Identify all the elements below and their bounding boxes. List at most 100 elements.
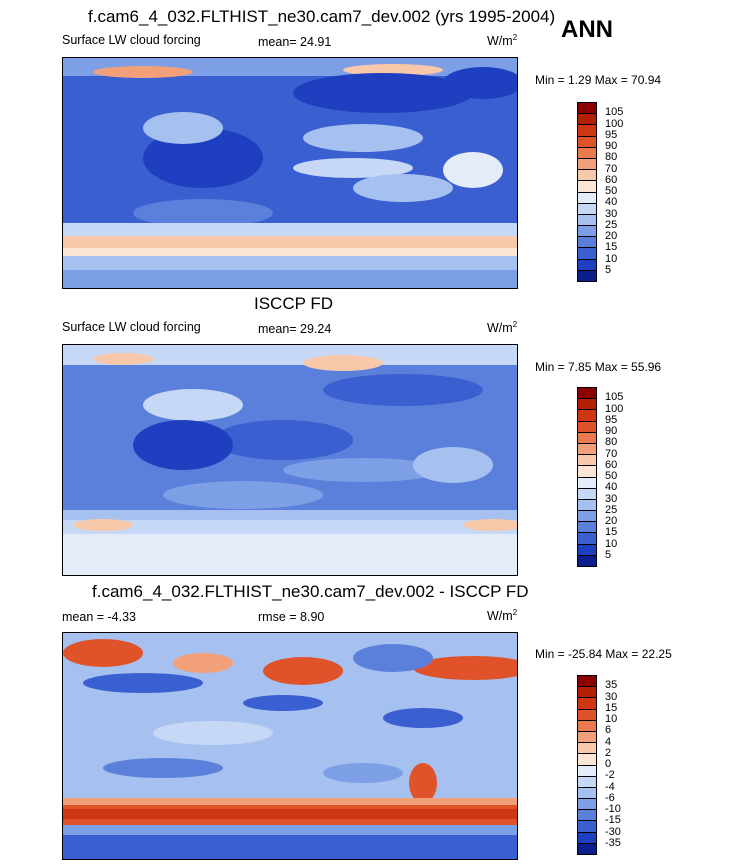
panel1-colorbar-tick: 30 xyxy=(605,207,618,220)
panel2-colorbar-swatch xyxy=(578,488,596,500)
panel2-title: ISCCP FD xyxy=(254,294,334,313)
panel3-colorbar-swatch xyxy=(578,754,596,766)
panel1-colorbar-swatch xyxy=(578,181,596,193)
panel1-colorbar-swatch xyxy=(578,103,596,115)
panel2-colorbar-swatch xyxy=(578,533,596,545)
panel3-colorbar-tick: 2 xyxy=(605,746,612,759)
season-label: ANN xyxy=(561,16,613,43)
panel3-colorbar-tick: -4 xyxy=(605,780,615,793)
panel1-mean: mean= 24.91 xyxy=(258,35,332,49)
panel2-colorbar-tick: 90 xyxy=(605,425,618,437)
panel2-colorbar-tick: 50 xyxy=(605,470,618,482)
panel1-colorbar-swatch xyxy=(578,114,596,126)
panel3-colorbar-tick: 4 xyxy=(605,735,612,748)
panel2-minmax: Min = 7.85 Max = 55.96 xyxy=(535,360,662,374)
panel1-map xyxy=(62,57,518,289)
panel3-colorbar xyxy=(577,675,597,855)
panel2-colorbar-tick: 40 xyxy=(605,481,618,494)
panel1-colorbar-swatch xyxy=(578,203,596,215)
panel2-left-label: Surface LW cloud forcing xyxy=(62,320,201,334)
panel2-colorbar-swatch xyxy=(578,499,596,512)
panel1-colorbar-tick: 10 xyxy=(605,252,618,265)
panel2-map xyxy=(62,344,518,576)
panel2-map-field xyxy=(63,345,517,575)
panel3-colorbar-tick: 0 xyxy=(605,758,612,770)
panel2-mean: mean= 29.24 xyxy=(258,322,332,336)
panel3-colorbar-swatch xyxy=(578,821,596,833)
panel3-colorbar-swatch xyxy=(578,832,596,844)
panel2-colorbar-tick: 80 xyxy=(605,436,618,449)
panel1-colorbar-swatch xyxy=(578,259,596,271)
panel3-colorbar-swatch xyxy=(578,799,596,811)
panel3-minmax: Min = -25.84 Max = 22.25 xyxy=(535,647,672,661)
panel1-colorbar-tick: 80 xyxy=(605,151,618,164)
panel1-colorbar xyxy=(577,102,597,282)
panel2-colorbar-tick: 10 xyxy=(605,537,618,550)
panel3-mean: mean = -4.33 xyxy=(62,610,137,624)
panel3-colorbar-swatch xyxy=(578,731,596,744)
panel1-colorbar-tick: 95 xyxy=(605,128,618,141)
panel1-colorbar-tick: 70 xyxy=(605,162,618,175)
panel1-colorbar-swatch xyxy=(578,248,596,260)
panel2-colorbar-tick: 25 xyxy=(605,503,618,516)
panel1-colorbar-tick: 60 xyxy=(605,173,618,186)
panel1-colorbar-swatch xyxy=(578,136,596,148)
panel2-colorbar-swatch xyxy=(578,399,596,411)
panel1-colorbar-tick: 100 xyxy=(605,117,624,130)
panel2-colorbar xyxy=(577,387,597,567)
panel3-colorbar-tick: 30 xyxy=(605,690,618,703)
panel3-colorbar-tick: 15 xyxy=(605,701,618,714)
panel3-colorbar-tick: -15 xyxy=(605,814,621,827)
panel2-colorbar-swatch xyxy=(578,443,596,456)
panel3-units: W/m2 xyxy=(487,608,518,624)
panel2-colorbar-tick: 20 xyxy=(605,515,618,527)
panel2-colorbar-swatch xyxy=(578,477,596,489)
panel3-map-field xyxy=(63,633,517,859)
panel1-colorbar-swatch xyxy=(578,214,596,227)
panel1-colorbar-swatch xyxy=(578,125,596,137)
panel3-title: f.cam6_4_032.FLTHIST_ne30.cam7_dev.002 -… xyxy=(92,582,529,601)
panel3-colorbar-swatch xyxy=(578,843,596,854)
panel1-colorbar-swatch xyxy=(578,226,596,238)
panel3-colorbar-swatch xyxy=(578,676,596,688)
panel2-colorbar-swatch xyxy=(578,432,596,444)
panel2-colorbar-swatch xyxy=(578,388,596,400)
panel2-colorbar-tick: 60 xyxy=(605,458,618,471)
panel3-colorbar-tick: -6 xyxy=(605,791,615,804)
panel2-colorbar-tick: 30 xyxy=(605,492,618,505)
panel2-colorbar-swatch xyxy=(578,511,596,523)
panel1-title: f.cam6_4_032.FLTHIST_ne30.cam7_dev.002 (… xyxy=(88,7,556,26)
panel3-colorbar-tick: -35 xyxy=(605,836,621,849)
panel1-colorbar-swatch xyxy=(578,237,596,249)
panel1-colorbar-swatch xyxy=(578,270,596,281)
panel3-colorbar-swatch xyxy=(578,787,596,800)
panel1-colorbar-swatch xyxy=(578,170,596,182)
panel2-colorbar-swatch xyxy=(578,522,596,534)
panel1-colorbar-tick: 25 xyxy=(605,218,618,231)
panel1-colorbar-tick: 50 xyxy=(605,185,618,197)
panel2-colorbar-tick: 70 xyxy=(605,447,618,460)
panel2-colorbar-swatch xyxy=(578,466,596,478)
panel2-colorbar-tick: 100 xyxy=(605,402,624,415)
panel2-colorbar-swatch xyxy=(578,410,596,422)
panel3-colorbar-tick: -30 xyxy=(605,825,621,838)
panel1-colorbar-swatch xyxy=(578,158,596,171)
panel2-colorbar-swatch xyxy=(578,421,596,433)
panel3-colorbar-tick: -10 xyxy=(605,803,621,815)
panel1-colorbar-swatch xyxy=(578,147,596,159)
panel2-colorbar-tick: 105 xyxy=(605,391,624,404)
panel1-colorbar-tick: 105 xyxy=(605,106,624,119)
panel3-colorbar-swatch xyxy=(578,765,596,777)
panel3-colorbar-swatch xyxy=(578,698,596,710)
panel2-colorbar-swatch xyxy=(578,544,596,556)
panel3-colorbar-swatch xyxy=(578,810,596,822)
panel3-colorbar-swatch xyxy=(578,720,596,732)
panel3-map xyxy=(62,632,518,860)
panel3-colorbar-swatch xyxy=(578,743,596,755)
panel3-colorbar-swatch xyxy=(578,776,596,788)
panel2-colorbar-tick: 5 xyxy=(605,548,612,561)
panel1-colorbar-tick: 90 xyxy=(605,140,618,152)
panel2-colorbar-tick: 95 xyxy=(605,413,618,426)
panel3-colorbar-swatch xyxy=(578,687,596,699)
panel1-colorbar-tick: 15 xyxy=(605,241,618,254)
